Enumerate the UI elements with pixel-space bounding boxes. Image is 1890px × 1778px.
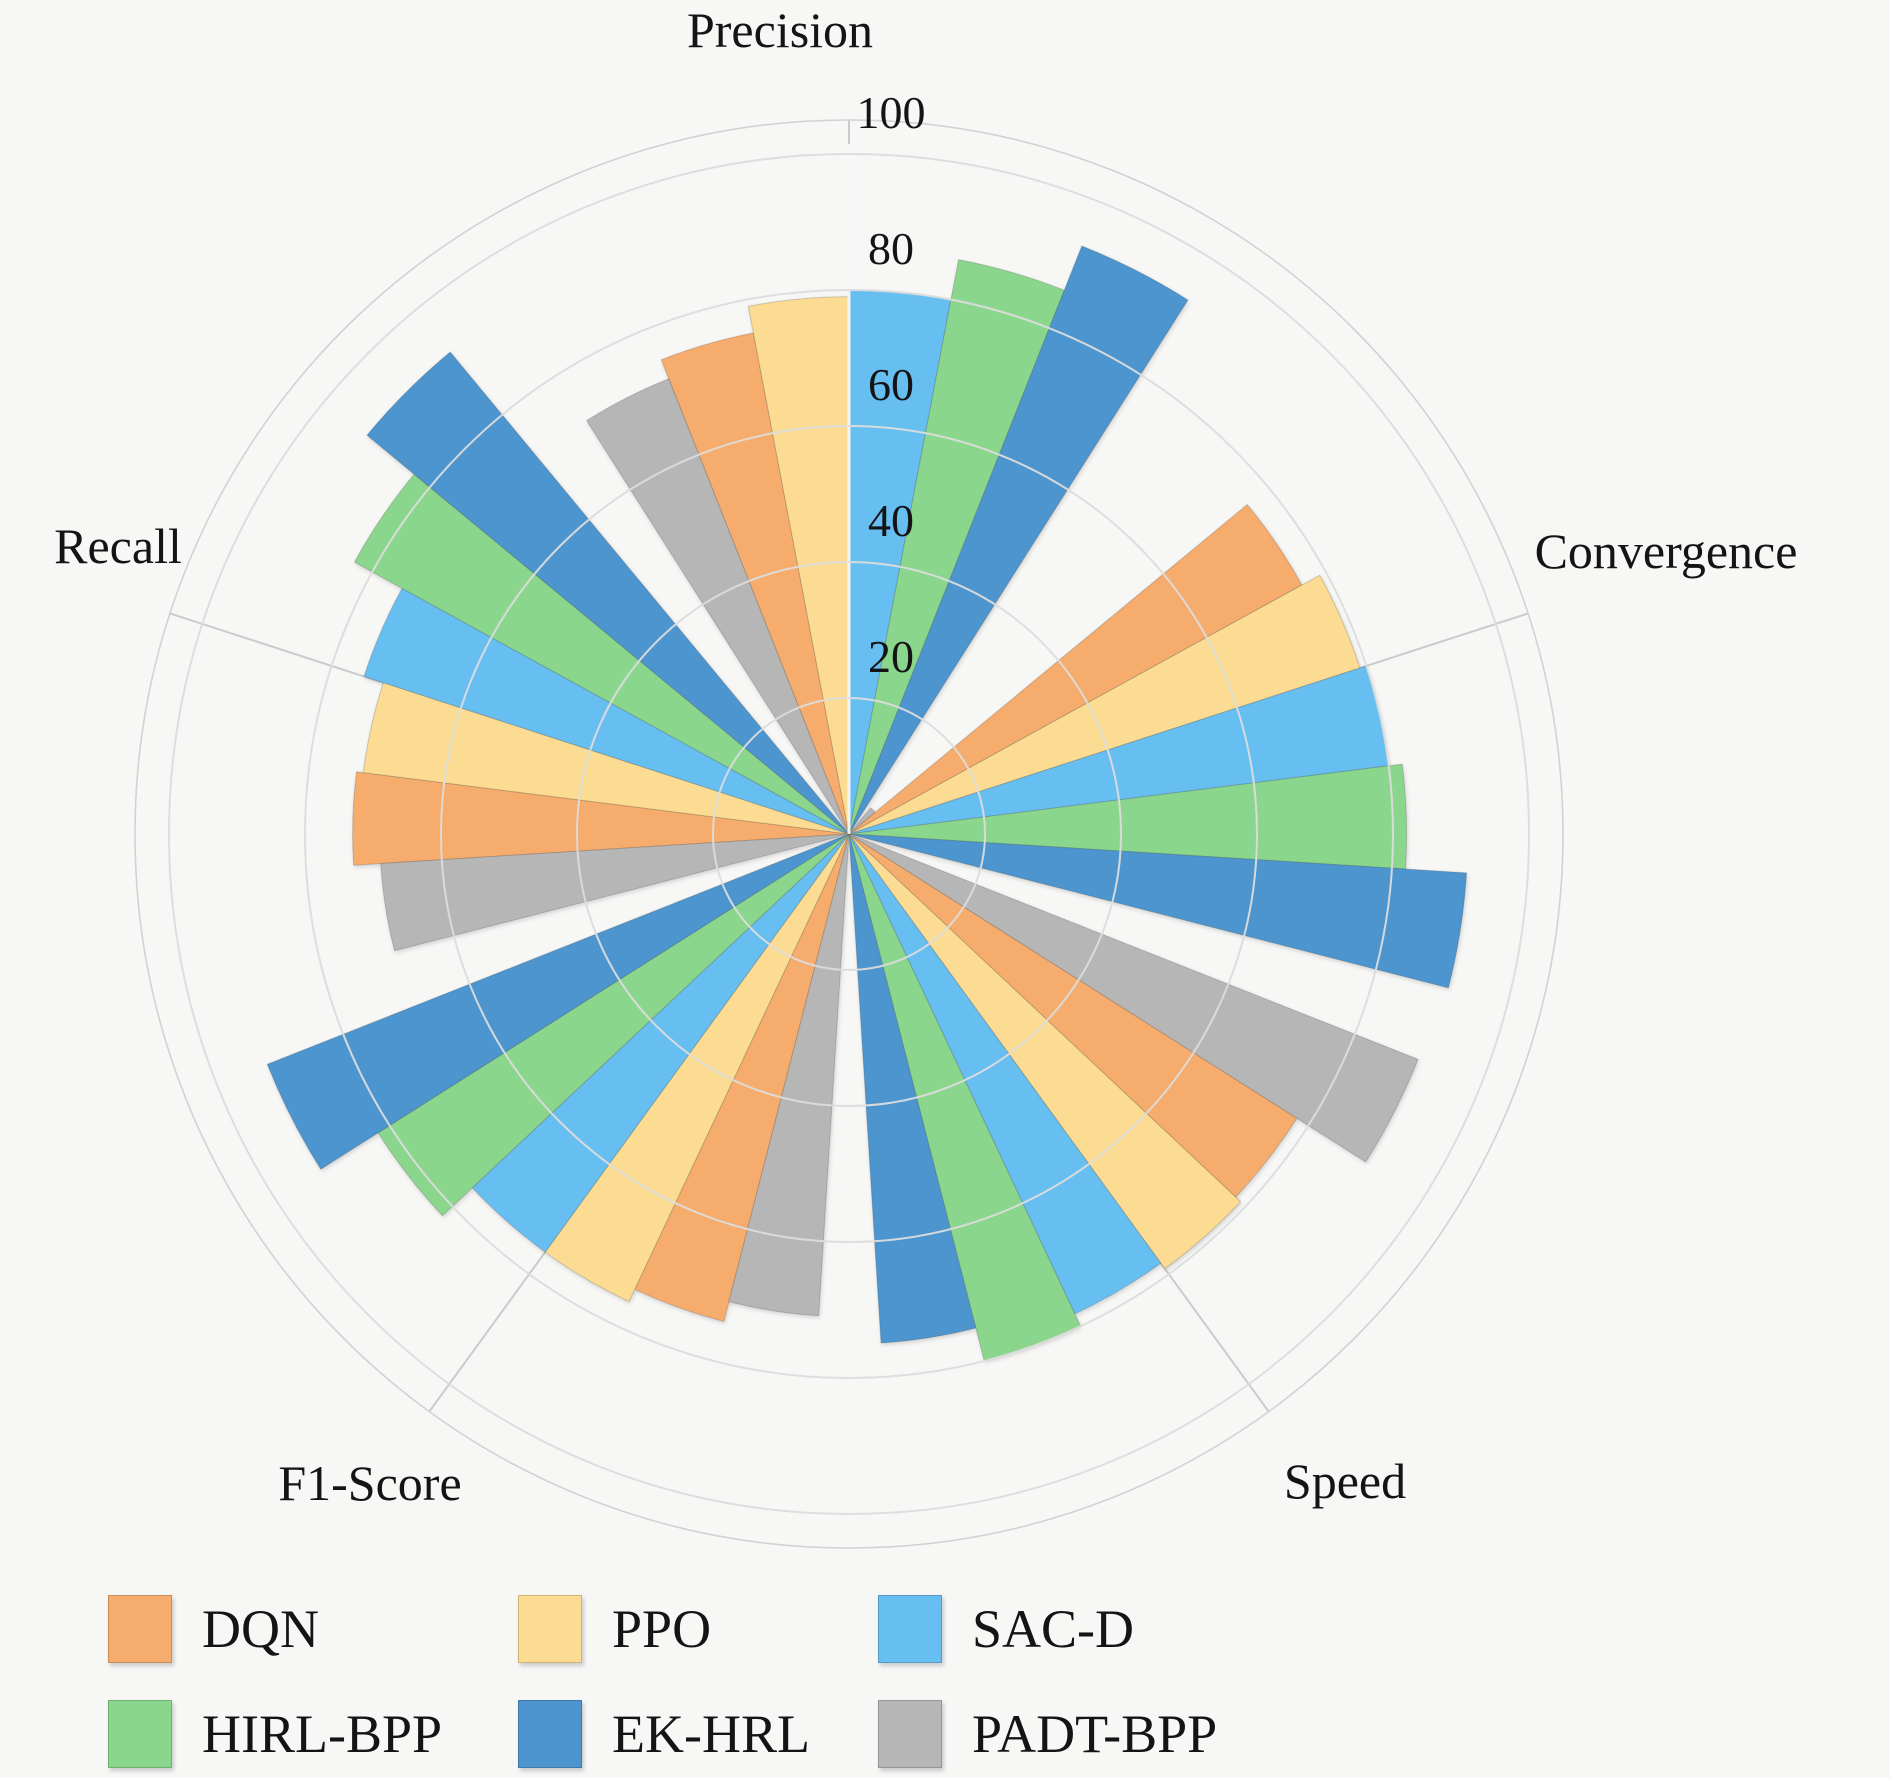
bar-PPO-Convergence bbox=[848, 574, 1361, 835]
radial-tick-label-80: 80 bbox=[868, 223, 914, 274]
legend-item-PPO: PPO bbox=[518, 1595, 711, 1663]
bar-PPO-Recall bbox=[362, 682, 850, 835]
bar-EK-HRL-Speed bbox=[848, 833, 977, 1344]
category-label-convergence: Convergence bbox=[1535, 523, 1798, 579]
legend-item-EK-HRL: EK-HRL bbox=[518, 1700, 810, 1768]
radial-tick-label-100: 100 bbox=[857, 87, 926, 138]
bar-HIRL-BPP-F1-Score bbox=[377, 833, 850, 1217]
bar-HIRL-BPP-Recall bbox=[353, 473, 850, 835]
category-label-precision: Precision bbox=[687, 2, 873, 58]
legend-label-HIRL-BPP: HIRL-BPP bbox=[202, 1704, 443, 1764]
legend-swatch-PPO bbox=[518, 1595, 582, 1663]
bar-PADT-BPP-Recall bbox=[380, 833, 850, 952]
radial-tick-label-20: 20 bbox=[868, 631, 914, 682]
category-label-f1-score: F1-Score bbox=[278, 1455, 461, 1511]
bar-EK-HRL-Convergence bbox=[848, 833, 1468, 989]
radial-tick-label-40: 40 bbox=[868, 495, 914, 546]
bar-PPO-Speed bbox=[848, 833, 1242, 1270]
bar-PPO-F1-Score bbox=[544, 833, 850, 1303]
category-label-recall: Recall bbox=[54, 518, 182, 574]
bar-SAC-D-F1-Score bbox=[471, 833, 850, 1253]
legend-swatch-SAC-D bbox=[878, 1595, 942, 1663]
legend-label-PPO: PPO bbox=[612, 1599, 712, 1659]
legend-label-SAC-D: SAC-D bbox=[972, 1599, 1135, 1659]
bar-PADT-BPP-Speed bbox=[848, 833, 1419, 1163]
legend-label-DQN: DQN bbox=[202, 1599, 319, 1659]
legend-label-EK-HRL: EK-HRL bbox=[612, 1704, 810, 1764]
legend-swatch-PADT-BPP bbox=[878, 1700, 942, 1768]
legend-item-SAC-D: SAC-D bbox=[878, 1595, 1134, 1663]
legend-swatch-EK-HRL bbox=[518, 1700, 582, 1768]
bar-HIRL-BPP-Convergence bbox=[848, 763, 1408, 870]
gridline-circle-20 bbox=[712, 697, 986, 971]
legend-item-DQN: DQN bbox=[108, 1595, 319, 1663]
bar-group bbox=[266, 245, 1468, 1362]
legend-item-HIRL-BPP: HIRL-BPP bbox=[108, 1700, 442, 1768]
bar-PADT-BPP-Convergence bbox=[848, 807, 876, 835]
legend-swatch-HIRL-BPP bbox=[108, 1700, 172, 1768]
bar-DQN-Precision bbox=[660, 332, 850, 835]
bar-PADT-BPP-F1-Score bbox=[728, 833, 850, 1317]
legend-swatch-DQN bbox=[108, 1595, 172, 1663]
bar-HIRL-BPP-Precision bbox=[848, 259, 1065, 835]
bar-DQN-Recall bbox=[352, 771, 850, 866]
gridline-circle-40 bbox=[576, 561, 1122, 1107]
radial-tick-label-60: 60 bbox=[868, 359, 914, 410]
bar-SAC-D-Speed bbox=[848, 833, 1162, 1315]
bar-PADT-BPP-Precision bbox=[586, 378, 850, 835]
gridline-circle-100 bbox=[168, 153, 1530, 1515]
bar-DQN-Convergence bbox=[848, 503, 1303, 835]
bar-EK-HRL-F1-Score bbox=[266, 833, 850, 1170]
gridline-circle-80 bbox=[304, 289, 1394, 1379]
gridline-circle-60 bbox=[440, 425, 1258, 1243]
bar-EK-HRL-Precision bbox=[848, 245, 1189, 835]
legend-label-PADT-BPP: PADT-BPP bbox=[972, 1704, 1218, 1764]
outer-boundary-circle bbox=[134, 119, 1564, 1549]
legend-item-PADT-BPP: PADT-BPP bbox=[878, 1700, 1217, 1768]
bar-EK-HRL-Recall bbox=[366, 351, 850, 835]
category-label-speed: Speed bbox=[1284, 1453, 1406, 1509]
